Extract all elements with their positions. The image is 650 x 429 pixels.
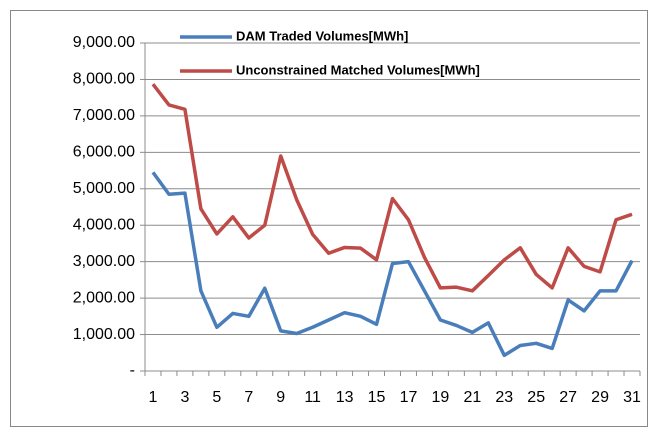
x-tick-label: 13 <box>336 389 354 406</box>
legend: DAM Traded Volumes[MWh] Unconstrained Mat… <box>180 28 480 77</box>
y-tick-label: 1,000.00 <box>73 326 135 343</box>
x-tick-label: 9 <box>276 389 285 406</box>
series-line <box>151 171 634 358</box>
plot <box>151 83 634 358</box>
series-line <box>151 83 633 293</box>
y-tick-label: 7,000.00 <box>73 107 135 124</box>
legend-label: DAM Traded Volumes[MWh] <box>236 28 408 43</box>
x-tick-label: 29 <box>591 389 609 406</box>
x-tick-label: 21 <box>463 389 481 406</box>
y-tick-label: 3,000.00 <box>73 253 135 270</box>
grid: - 1,000.00 2,000.00 3,000.00 4,000.00 5,000.0… <box>73 34 641 406</box>
x-tick-label: 17 <box>400 389 418 406</box>
x-tick-label: 7 <box>244 389 253 406</box>
x-tick-label: 19 <box>432 389 450 406</box>
y-tick-label: - <box>130 362 135 379</box>
x-tick-label: 1 <box>149 389 158 406</box>
x-tick-label: 3 <box>180 389 189 406</box>
x-tick-label: 23 <box>495 389 513 406</box>
x-tick-label: 11 <box>304 389 321 406</box>
y-tick-label: 8,000.00 <box>73 71 135 88</box>
x-tick-label: 27 <box>559 389 577 406</box>
x-tick-label: 15 <box>368 389 386 406</box>
x-tick-label: 5 <box>212 389 221 406</box>
x-tick-label: 31 <box>623 389 641 406</box>
y-tick-label: 5,000.00 <box>73 180 135 197</box>
y-tick-label: 2,000.00 <box>73 289 135 306</box>
y-tick-label: 6,000.00 <box>73 144 135 161</box>
y-tick-label: 4,000.00 <box>73 216 135 233</box>
x-tick-label: 25 <box>527 389 545 406</box>
legend-label: Unconstrained Matched Volumes[MWh] <box>236 62 480 77</box>
y-tick-label: 9,000.00 <box>73 34 135 51</box>
